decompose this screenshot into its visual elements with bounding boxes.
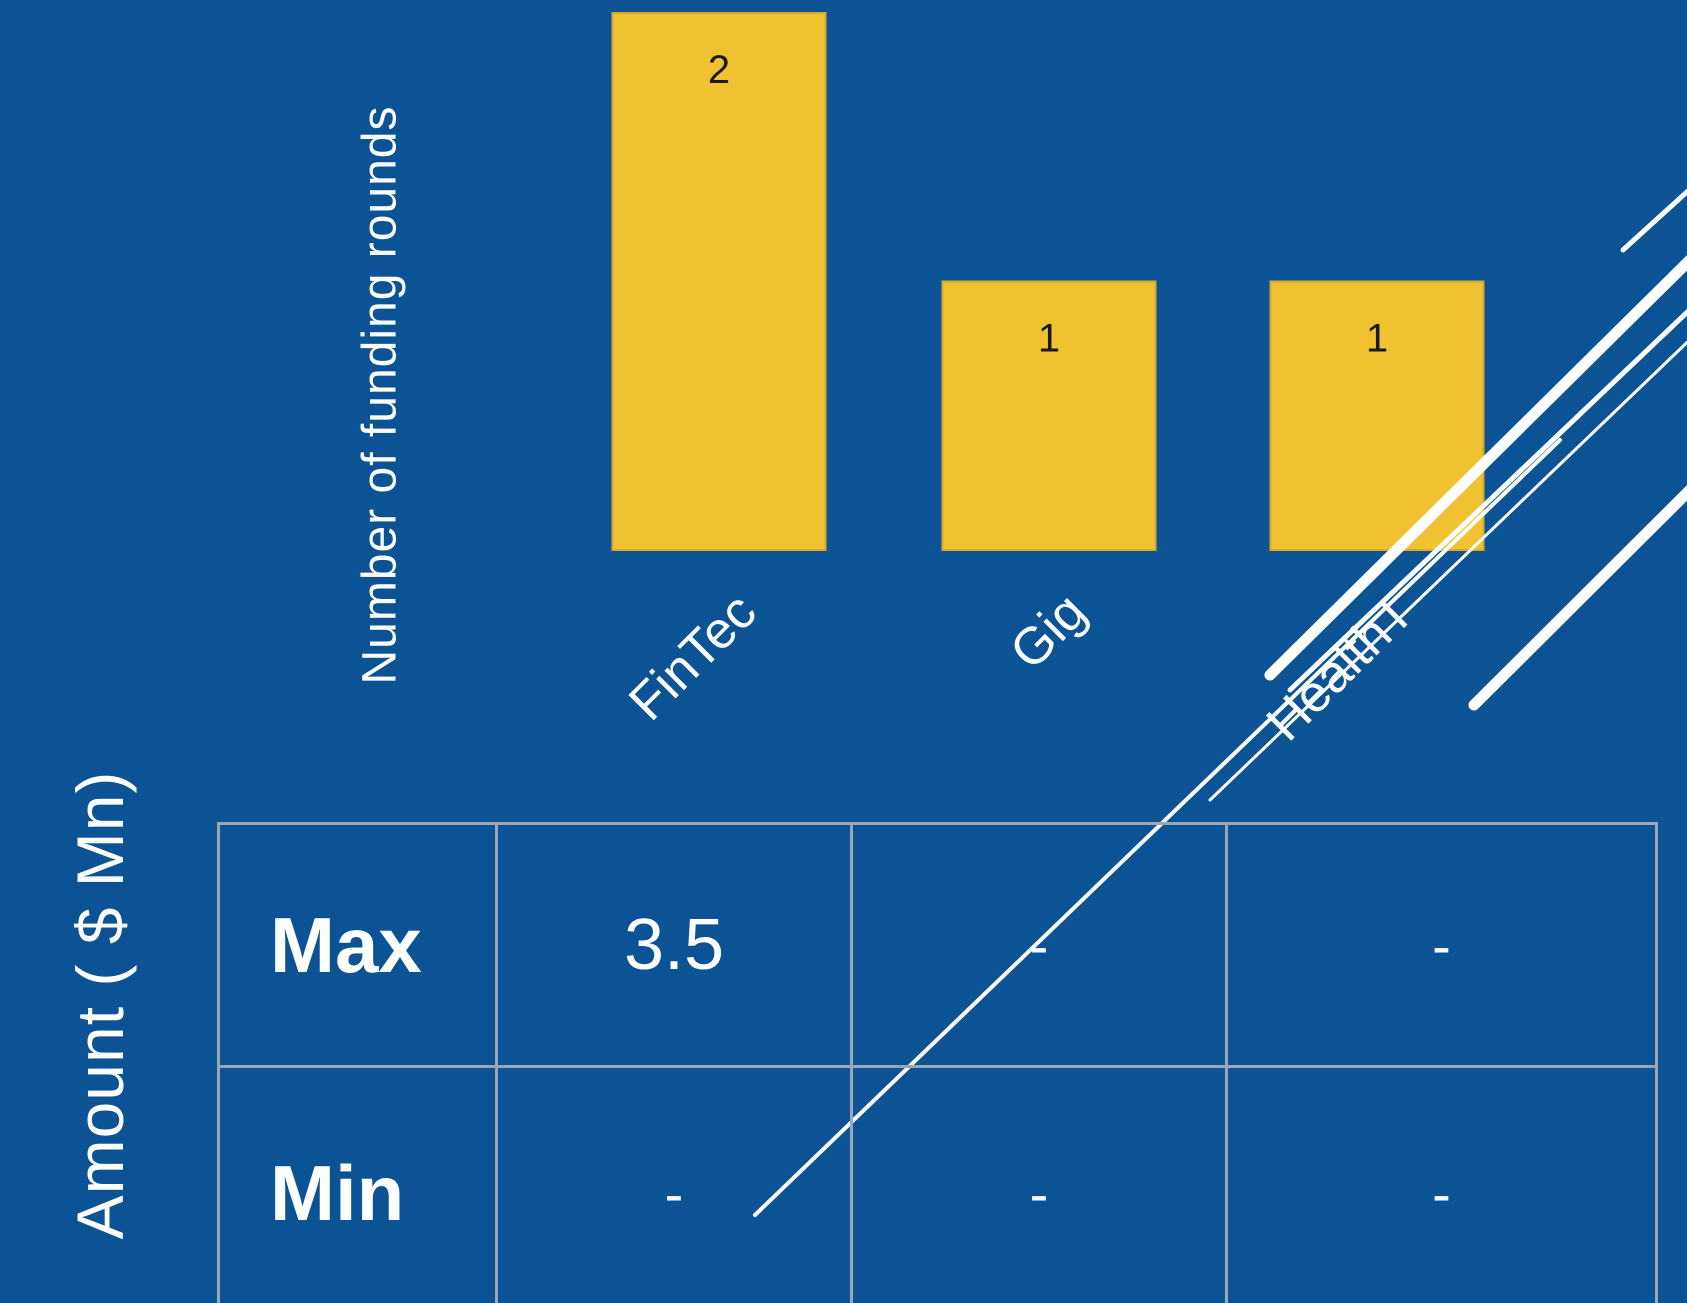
decorative-stroke (1287, 308, 1687, 693)
decorative-stroke (1264, 255, 1687, 681)
data-label-fintec: 2 (708, 48, 730, 92)
decorative-stroke (1208, 340, 1687, 802)
data-label-healtht: 1 (1366, 317, 1388, 361)
min-fintec-cell: - (495, 1065, 853, 1303)
table-row-max: Max 3.5 - - (217, 822, 1658, 1068)
decorative-stroke (1468, 485, 1687, 711)
amount-table: Max 3.5 - - Min - - - (217, 822, 1658, 1303)
amount-label: Amount ( $ Mn) (63, 770, 137, 1240)
max-gig-cell: - (850, 822, 1228, 1068)
max-fintec-cell: 3.5 (495, 822, 853, 1068)
bar-gig (941, 280, 1157, 551)
x-tick-label-gig: Gig (999, 582, 1097, 680)
y-axis-label: Number of funding rounds (353, 105, 407, 685)
min-gig-cell: - (850, 1065, 1228, 1303)
data-label-gig: 1 (1038, 317, 1060, 361)
table-row-min: Min - - - (217, 1065, 1658, 1303)
min-healtht-cell: - (1225, 1065, 1658, 1303)
x-tick-label-fintec: FinTec (618, 582, 767, 731)
decorative-stroke (1620, 188, 1687, 253)
max-healtht-cell: - (1225, 822, 1658, 1068)
row-header-max: Max (217, 822, 498, 1068)
bar-fintec (611, 12, 827, 551)
row-header-min: Min (217, 1065, 498, 1303)
